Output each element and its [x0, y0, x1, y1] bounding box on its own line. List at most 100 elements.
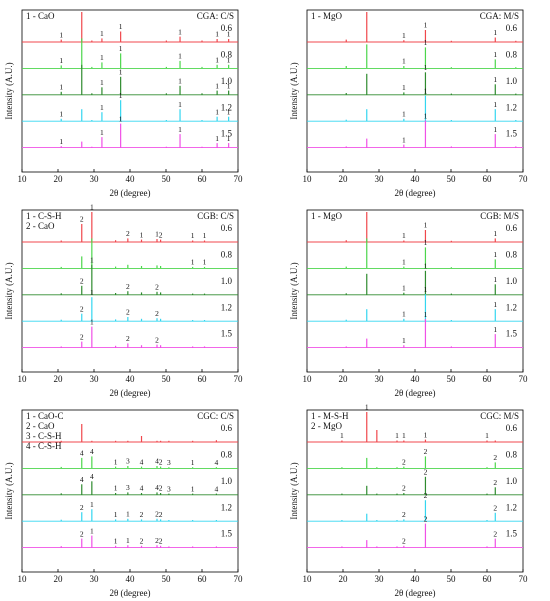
peak-label: 1: [155, 230, 159, 239]
peak-label: 4: [155, 457, 159, 466]
x-tick-label: 40: [126, 574, 136, 584]
legend-entry: 1 - CaO: [26, 11, 55, 21]
peak-label: 1: [424, 63, 428, 72]
x-tick-label: 20: [339, 174, 349, 184]
peak-label: 1: [191, 258, 195, 267]
series-label: 1.5: [221, 329, 233, 339]
x-tick-label: 30: [90, 374, 100, 384]
series-label: 0.6: [221, 23, 233, 33]
peak-label: 1: [191, 231, 195, 240]
peak-label: 1: [424, 221, 428, 230]
peak-label: 2: [126, 334, 130, 343]
peak-label: 1: [395, 431, 399, 440]
peak-label: 1: [90, 288, 94, 297]
peak-label: 1: [493, 50, 497, 59]
peak-label: 2: [493, 504, 497, 513]
peak-label: 1: [100, 78, 104, 87]
peak-label: 1: [215, 81, 219, 90]
peak-label: 1: [227, 56, 231, 65]
series-label: 0.8: [506, 249, 518, 259]
panel-title: CGB: M/S: [480, 211, 519, 221]
peak-label: 1: [203, 231, 207, 240]
peak-label: 1: [119, 114, 123, 123]
peak-label: 1: [493, 275, 497, 284]
peak-label: 1: [402, 283, 406, 292]
peak-label: 4: [215, 484, 219, 493]
peak-label: 1: [402, 83, 406, 92]
panel-title: CGA: M/S: [480, 11, 519, 21]
series-label: 1.0: [221, 276, 233, 286]
series-label: 1.0: [506, 276, 518, 286]
legend-entry: 1 - CaO-C: [26, 411, 64, 421]
peak-label: 1: [119, 91, 123, 100]
peak-label: 3: [126, 483, 130, 492]
x-tick-label: 70: [519, 174, 529, 184]
peak-label: 1: [59, 110, 63, 119]
x-tick-label: 30: [90, 574, 100, 584]
peak-label: 1: [493, 250, 497, 259]
peak-label: 2: [80, 277, 84, 286]
peak-label: 1: [114, 484, 118, 493]
peak-label: 1: [191, 484, 195, 493]
series-label: 1.5: [221, 129, 233, 139]
peak-label: 1: [90, 203, 94, 212]
x-tick-label: 40: [126, 374, 136, 384]
peak-label: 1: [90, 256, 94, 265]
x-tick-label: 30: [375, 174, 385, 184]
series-label: 1.2: [506, 302, 517, 312]
y-axis-label: Intensity (A.U.): [289, 62, 299, 119]
panel-title: CGB: C/S: [197, 211, 234, 221]
x-tick-label: 70: [234, 174, 244, 184]
legend-entry: 2 - CaO: [26, 421, 55, 431]
peak-label: 1: [178, 77, 182, 86]
x-axis-label: 2θ (degree): [109, 588, 150, 598]
legend-entry: 2 - MgO: [311, 421, 342, 431]
x-tick-label: 10: [18, 574, 28, 584]
x-tick-label: 60: [198, 374, 208, 384]
peak-label: 1: [191, 458, 195, 467]
series-label: 1.5: [221, 529, 233, 539]
peak-label: 4: [140, 457, 144, 466]
peak-label: 4: [90, 472, 94, 481]
peak-label: 1: [119, 68, 123, 77]
x-tick-label: 50: [162, 374, 172, 384]
peak-label: 1: [424, 21, 428, 30]
x-tick-label: 40: [411, 374, 421, 384]
series-label: 0.8: [221, 49, 233, 59]
series-label: 1.2: [221, 102, 232, 112]
peak-label: 1: [100, 53, 104, 62]
series-label: 0.6: [221, 423, 233, 433]
peak-label: 1: [100, 128, 104, 137]
panel-title: CGC: M/S: [480, 411, 519, 421]
peak-label: 1: [227, 81, 231, 90]
peak-label: 1: [59, 56, 63, 65]
x-tick-label: 40: [411, 174, 421, 184]
peak-label: 1: [114, 537, 118, 546]
y-axis-label: Intensity (A.U.): [289, 262, 299, 319]
x-tick-label: 50: [162, 174, 172, 184]
x-tick-label: 60: [198, 174, 208, 184]
series-label: 1.5: [506, 529, 518, 539]
peak-label: 2: [493, 529, 497, 538]
series-label: 0.8: [506, 49, 518, 59]
panel-title: CGA: C/S: [197, 11, 234, 21]
legend-entry: 4 - C-S-H: [26, 441, 62, 451]
peak-label: 1: [424, 86, 428, 95]
peak-label: 3: [167, 458, 171, 467]
peak-label: 4: [140, 484, 144, 493]
peak-label: 1: [114, 510, 118, 519]
peak-label: 1: [424, 430, 428, 439]
x-tick-label: 50: [447, 374, 457, 384]
peak-label: 1: [227, 107, 231, 116]
peak-label: 2: [126, 282, 130, 291]
peak-label: 4: [80, 449, 84, 458]
series-label: 1.0: [221, 476, 233, 486]
peak-label: 1: [493, 28, 497, 37]
peak-label: 1: [178, 27, 182, 36]
peak-label: 1: [100, 29, 104, 38]
x-tick-label: 50: [447, 174, 457, 184]
peak-label: 4: [90, 447, 94, 456]
x-axis-label: 2θ (degree): [109, 388, 150, 398]
series-label: 1.0: [506, 76, 518, 86]
